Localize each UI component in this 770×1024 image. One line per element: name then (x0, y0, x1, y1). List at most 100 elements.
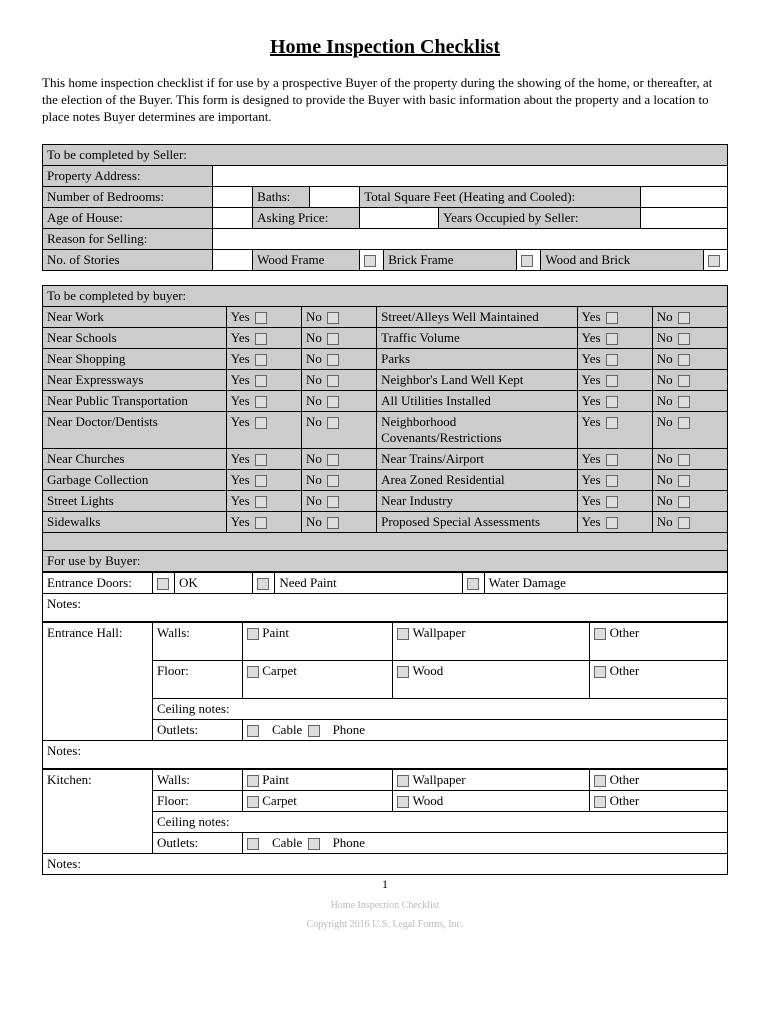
k-wallpaper[interactable]: Wallpaper (393, 769, 590, 790)
buyer-right-yes-8[interactable]: Yes (577, 490, 652, 511)
buyer-left-yes-5[interactable]: Yes (226, 411, 301, 448)
eh-wallpaper[interactable]: Wallpaper (393, 622, 590, 660)
k-other1[interactable]: Other (590, 769, 728, 790)
page-title: Home Inspection Checklist (42, 36, 728, 59)
eh-paint[interactable]: Paint (243, 622, 393, 660)
buyer-left-yes-9[interactable]: Yes (226, 511, 301, 532)
eh-paint-label: Paint (262, 625, 289, 640)
k-phone-label: Phone (333, 835, 366, 850)
brickframe-check[interactable] (517, 249, 541, 270)
k-carpet[interactable]: Carpet (243, 790, 393, 811)
buyer-left-no-6[interactable]: No (301, 448, 376, 469)
buyer-right-yes-1[interactable]: Yes (577, 327, 652, 348)
property-address-field[interactable] (213, 165, 728, 186)
buyer-left-2: Near Shopping (43, 348, 227, 369)
buyer-right-yes-0[interactable]: Yes (577, 306, 652, 327)
buyer-right-9: Proposed Special Assessments (377, 511, 577, 532)
entrance-doors-table: Entrance Doors: OK Need Paint Water Dama… (42, 572, 728, 622)
sqft-field[interactable] (640, 186, 727, 207)
buyer-left-no-7[interactable]: No (301, 469, 376, 490)
buyer-left-no-4[interactable]: No (301, 390, 376, 411)
k-walls-label: Walls: (153, 769, 243, 790)
buyer-right-8: Near Industry (377, 490, 577, 511)
k-cable-check[interactable] (308, 838, 320, 850)
eh-other1[interactable]: Other (590, 622, 728, 660)
woodbrick-check[interactable] (704, 249, 728, 270)
k-outlets-label: Outlets: (153, 832, 243, 853)
footer-line1: Home Inspection Checklist (42, 900, 728, 911)
woodframe-check[interactable] (360, 249, 384, 270)
buyer-left-yes-6[interactable]: Yes (226, 448, 301, 469)
buyer-right-no-9[interactable]: No (652, 511, 727, 532)
k-notes[interactable]: Notes: (43, 853, 728, 874)
reason-field[interactable] (213, 228, 728, 249)
asking-field[interactable] (360, 207, 439, 228)
buyer-right-no-7[interactable]: No (652, 469, 727, 490)
buyer-right-yes-7[interactable]: Yes (577, 469, 652, 490)
eh-outlets-check[interactable] (247, 725, 259, 737)
buyer-left-yes-1[interactable]: Yes (226, 327, 301, 348)
ed-paint-check[interactable] (253, 572, 275, 593)
eh-carpet[interactable]: Carpet (243, 660, 393, 698)
property-address-label: Property Address: (43, 165, 213, 186)
ed-notes[interactable]: Notes: (43, 593, 728, 621)
eh-carpet-label: Carpet (262, 663, 297, 678)
buyer-left-yes-2[interactable]: Yes (226, 348, 301, 369)
buyer-left-yes-8[interactable]: Yes (226, 490, 301, 511)
ed-ok-check[interactable] (153, 572, 175, 593)
buyer-right-yes-4[interactable]: Yes (577, 390, 652, 411)
k-cable-label: Cable (272, 835, 302, 850)
k-outlets-check[interactable] (247, 838, 259, 850)
ed-paint-label: Need Paint (275, 572, 462, 593)
buyer-right-no-4[interactable]: No (652, 390, 727, 411)
buyer-right-no-1[interactable]: No (652, 327, 727, 348)
buyer-right-yes-9[interactable]: Yes (577, 511, 652, 532)
buyer-right-5: Neighborhood Covenants/Restrictions (377, 411, 577, 448)
k-wood[interactable]: Wood (393, 790, 590, 811)
eh-ceiling[interactable]: Ceiling notes: (153, 698, 728, 719)
buyer-left-yes-3[interactable]: Yes (226, 369, 301, 390)
k-ceiling[interactable]: Ceiling notes: (153, 811, 728, 832)
age-field[interactable] (213, 207, 253, 228)
eh-wood[interactable]: Wood (393, 660, 590, 698)
years-field[interactable] (640, 207, 727, 228)
buyer-left-4: Near Public Transportation (43, 390, 227, 411)
buyer-right-no-8[interactable]: No (652, 490, 727, 511)
ed-water-check[interactable] (462, 572, 484, 593)
eh-other2[interactable]: Other (590, 660, 728, 698)
buyer-left-yes-0[interactable]: Yes (226, 306, 301, 327)
eh-phone-label: Phone (333, 722, 366, 737)
buyer-left-no-9[interactable]: No (301, 511, 376, 532)
buyer-right-yes-5[interactable]: Yes (577, 411, 652, 448)
buyer-right-no-3[interactable]: No (652, 369, 727, 390)
woodframe-label: Wood Frame (253, 249, 360, 270)
buyer-right-no-0[interactable]: No (652, 306, 727, 327)
entrance-doors-label: Entrance Doors: (43, 572, 153, 593)
eh-notes[interactable]: Notes: (43, 740, 728, 768)
buyer-left-no-8[interactable]: No (301, 490, 376, 511)
buyer-right-no-2[interactable]: No (652, 348, 727, 369)
buyer-left-no-1[interactable]: No (301, 327, 376, 348)
buyer-right-3: Neighbor's Land Well Kept (377, 369, 577, 390)
buyer-right-yes-2[interactable]: Yes (577, 348, 652, 369)
buyer-left-yes-7[interactable]: Yes (226, 469, 301, 490)
buyer-left-no-3[interactable]: No (301, 369, 376, 390)
k-paint[interactable]: Paint (243, 769, 393, 790)
buyer-left-yes-4[interactable]: Yes (226, 390, 301, 411)
stories-field[interactable] (213, 249, 253, 270)
buyer-left-6: Near Churches (43, 448, 227, 469)
stories-label: No. of Stories (43, 249, 213, 270)
buyer-right-yes-3[interactable]: Yes (577, 369, 652, 390)
eh-wood-label: Wood (412, 663, 443, 678)
k-other2[interactable]: Other (590, 790, 728, 811)
baths-field[interactable] (310, 186, 360, 207)
buyer-left-no-2[interactable]: No (301, 348, 376, 369)
buyer-right-no-6[interactable]: No (652, 448, 727, 469)
eh-cable-check[interactable] (308, 725, 320, 737)
buyer-left-no-0[interactable]: No (301, 306, 376, 327)
buyer-left-no-5[interactable]: No (301, 411, 376, 448)
buyer-right-no-5[interactable]: No (652, 411, 727, 448)
for-use-header: For use by Buyer: (43, 550, 728, 571)
buyer-right-yes-6[interactable]: Yes (577, 448, 652, 469)
bedrooms-field[interactable] (213, 186, 253, 207)
